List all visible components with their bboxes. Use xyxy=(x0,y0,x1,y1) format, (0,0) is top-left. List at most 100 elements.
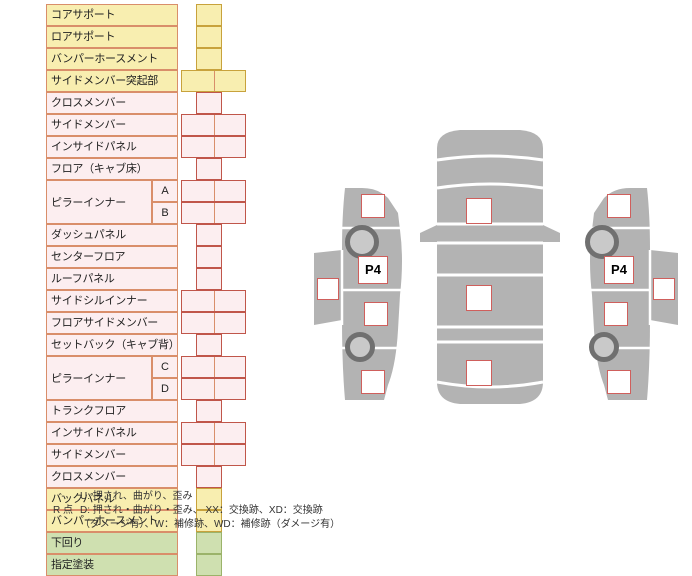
vehicle-diagram: P4 P4 xyxy=(300,120,692,420)
table-row: 指定塗装 xyxy=(46,554,246,576)
part-label: フロア（キャブ床） xyxy=(46,158,178,180)
damage-cell[interactable] xyxy=(196,488,222,510)
cell-divider xyxy=(214,203,215,223)
table-row: セットバック（キャブ背） xyxy=(46,334,246,356)
damage-cell[interactable] xyxy=(181,70,246,92)
legend-value-continued: （ダメージ有）、W：補修跡、WD：補修跡（ダメージ有） xyxy=(80,519,341,530)
legend-value-d: D: 押され・曲がり・歪み、 XX：交換跡、XD：交換跡 xyxy=(80,505,323,516)
body-parts-table: コアサポート ロアサポート バンパーホースメント サイドメンバー突起部 クロスメンバーサ… xyxy=(46,4,246,576)
p4-label-left[interactable]: P4 xyxy=(358,256,388,284)
part-label: フロアサイドメンバー xyxy=(46,312,178,334)
table-row: コアサポート xyxy=(46,4,246,26)
part-label: センターフロア xyxy=(46,246,178,268)
damage-cell[interactable] xyxy=(181,312,246,334)
part-label: インサイドパネル xyxy=(46,136,178,158)
damage-cell[interactable] xyxy=(196,246,222,268)
table-row: バンパーホースメント xyxy=(46,48,246,70)
damage-cell[interactable] xyxy=(196,92,222,114)
damage-cell[interactable] xyxy=(181,290,246,312)
marker-left-rear[interactable] xyxy=(361,370,385,394)
damage-cell[interactable] xyxy=(196,268,222,290)
damage-cell[interactable] xyxy=(181,114,246,136)
marker-right-door[interactable] xyxy=(653,278,675,300)
damage-cell[interactable] xyxy=(196,26,222,48)
part-label: トランクフロア xyxy=(46,400,178,422)
damage-cell[interactable] xyxy=(196,400,222,422)
table-row: バンパーホースメント xyxy=(46,510,246,532)
marker-center-front[interactable] xyxy=(466,198,492,224)
legend-key-dash: - xyxy=(61,491,65,502)
table-row: フロア（キャブ床） xyxy=(46,158,246,180)
part-label: ピラーインナー xyxy=(46,180,152,224)
part-label: クロスメンバー xyxy=(46,92,178,114)
marker-right-mid[interactable] xyxy=(604,302,628,326)
damage-cell[interactable] xyxy=(196,4,222,26)
damage-cell[interactable] xyxy=(181,356,246,378)
cell-divider xyxy=(214,71,215,91)
marker-center-rear[interactable] xyxy=(466,360,492,386)
table-row: インサイドパネル xyxy=(46,422,246,444)
cell-divider xyxy=(214,291,215,311)
part-label: サイドメンバー xyxy=(46,444,178,466)
damage-cell[interactable] xyxy=(196,532,222,554)
part-sub-label: D xyxy=(152,378,178,400)
cell-divider xyxy=(214,313,215,333)
part-label: サイドメンバー xyxy=(46,114,178,136)
table-row: バックパネル xyxy=(46,488,246,510)
marker-right-front-upper[interactable] xyxy=(607,194,631,218)
legend-row-1: - U: 押され、曲がり、歪み xyxy=(46,490,376,504)
part-label: バンパーホースメント xyxy=(46,48,178,70)
damage-cell[interactable] xyxy=(181,136,246,158)
part-label: 指定塗装 xyxy=(46,554,178,576)
vehicle-body-shapes xyxy=(314,130,678,404)
wheel-rear-left xyxy=(345,332,375,362)
part-sub-label: A xyxy=(152,180,178,202)
p4-label-right[interactable]: P4 xyxy=(604,256,634,284)
table-row-group: ピラーインナー C D xyxy=(46,356,246,400)
wheel-rear-right xyxy=(589,332,619,362)
marker-left-front-upper[interactable] xyxy=(361,194,385,218)
damage-cell[interactable] xyxy=(181,422,246,444)
part-label: コアサポート xyxy=(46,4,178,26)
legend: - U: 押され、曲がり、歪み R 点 D: 押され・曲がり・歪み、 XX：交換… xyxy=(46,490,376,532)
marker-right-rear[interactable] xyxy=(607,370,631,394)
table-row: サイドメンバー xyxy=(46,444,246,466)
damage-cell[interactable] xyxy=(181,378,246,400)
cell-divider xyxy=(214,423,215,443)
table-row: サイドメンバー突起部 xyxy=(46,70,246,92)
legend-row-2: R 点 D: 押され・曲がり・歪み、 XX：交換跡、XD：交換跡 xyxy=(46,504,376,518)
cell-divider xyxy=(214,181,215,201)
marker-left-mid[interactable] xyxy=(364,302,388,326)
damage-cell[interactable] xyxy=(196,554,222,576)
marker-left-door[interactable] xyxy=(317,278,339,300)
cell-divider xyxy=(214,445,215,465)
damage-cell[interactable] xyxy=(196,48,222,70)
damage-cell[interactable] xyxy=(181,180,246,202)
table-row: インサイドパネル xyxy=(46,136,246,158)
damage-cell[interactable] xyxy=(196,466,222,488)
part-label: サイドシルインナー xyxy=(46,290,178,312)
table-row: センターフロア xyxy=(46,246,246,268)
table-row: サイドメンバー xyxy=(46,114,246,136)
damage-cell[interactable] xyxy=(196,334,222,356)
legend-key-rten: R 点 xyxy=(53,505,73,516)
part-label: クロスメンバー xyxy=(46,466,178,488)
part-label: インサイドパネル xyxy=(46,422,178,444)
wheel-front-right xyxy=(585,225,619,259)
table-row: クロスメンバー xyxy=(46,466,246,488)
center-top-view-body xyxy=(420,130,560,404)
table-row: トランクフロア xyxy=(46,400,246,422)
cell-divider xyxy=(214,115,215,135)
damage-cell[interactable] xyxy=(196,224,222,246)
part-label: バンパーホースメント xyxy=(46,510,178,532)
table-row: ロアサポート xyxy=(46,26,246,48)
part-label: セットバック（キャブ背） xyxy=(46,334,178,356)
wheel-front-left xyxy=(345,225,379,259)
marker-center-mid[interactable] xyxy=(466,285,492,311)
part-label: ダッシュパネル xyxy=(46,224,178,246)
damage-cell[interactable] xyxy=(181,202,246,224)
damage-cell[interactable] xyxy=(181,444,246,466)
damage-cell[interactable] xyxy=(196,510,222,532)
part-label: ロアサポート xyxy=(46,26,178,48)
damage-cell[interactable] xyxy=(196,158,222,180)
